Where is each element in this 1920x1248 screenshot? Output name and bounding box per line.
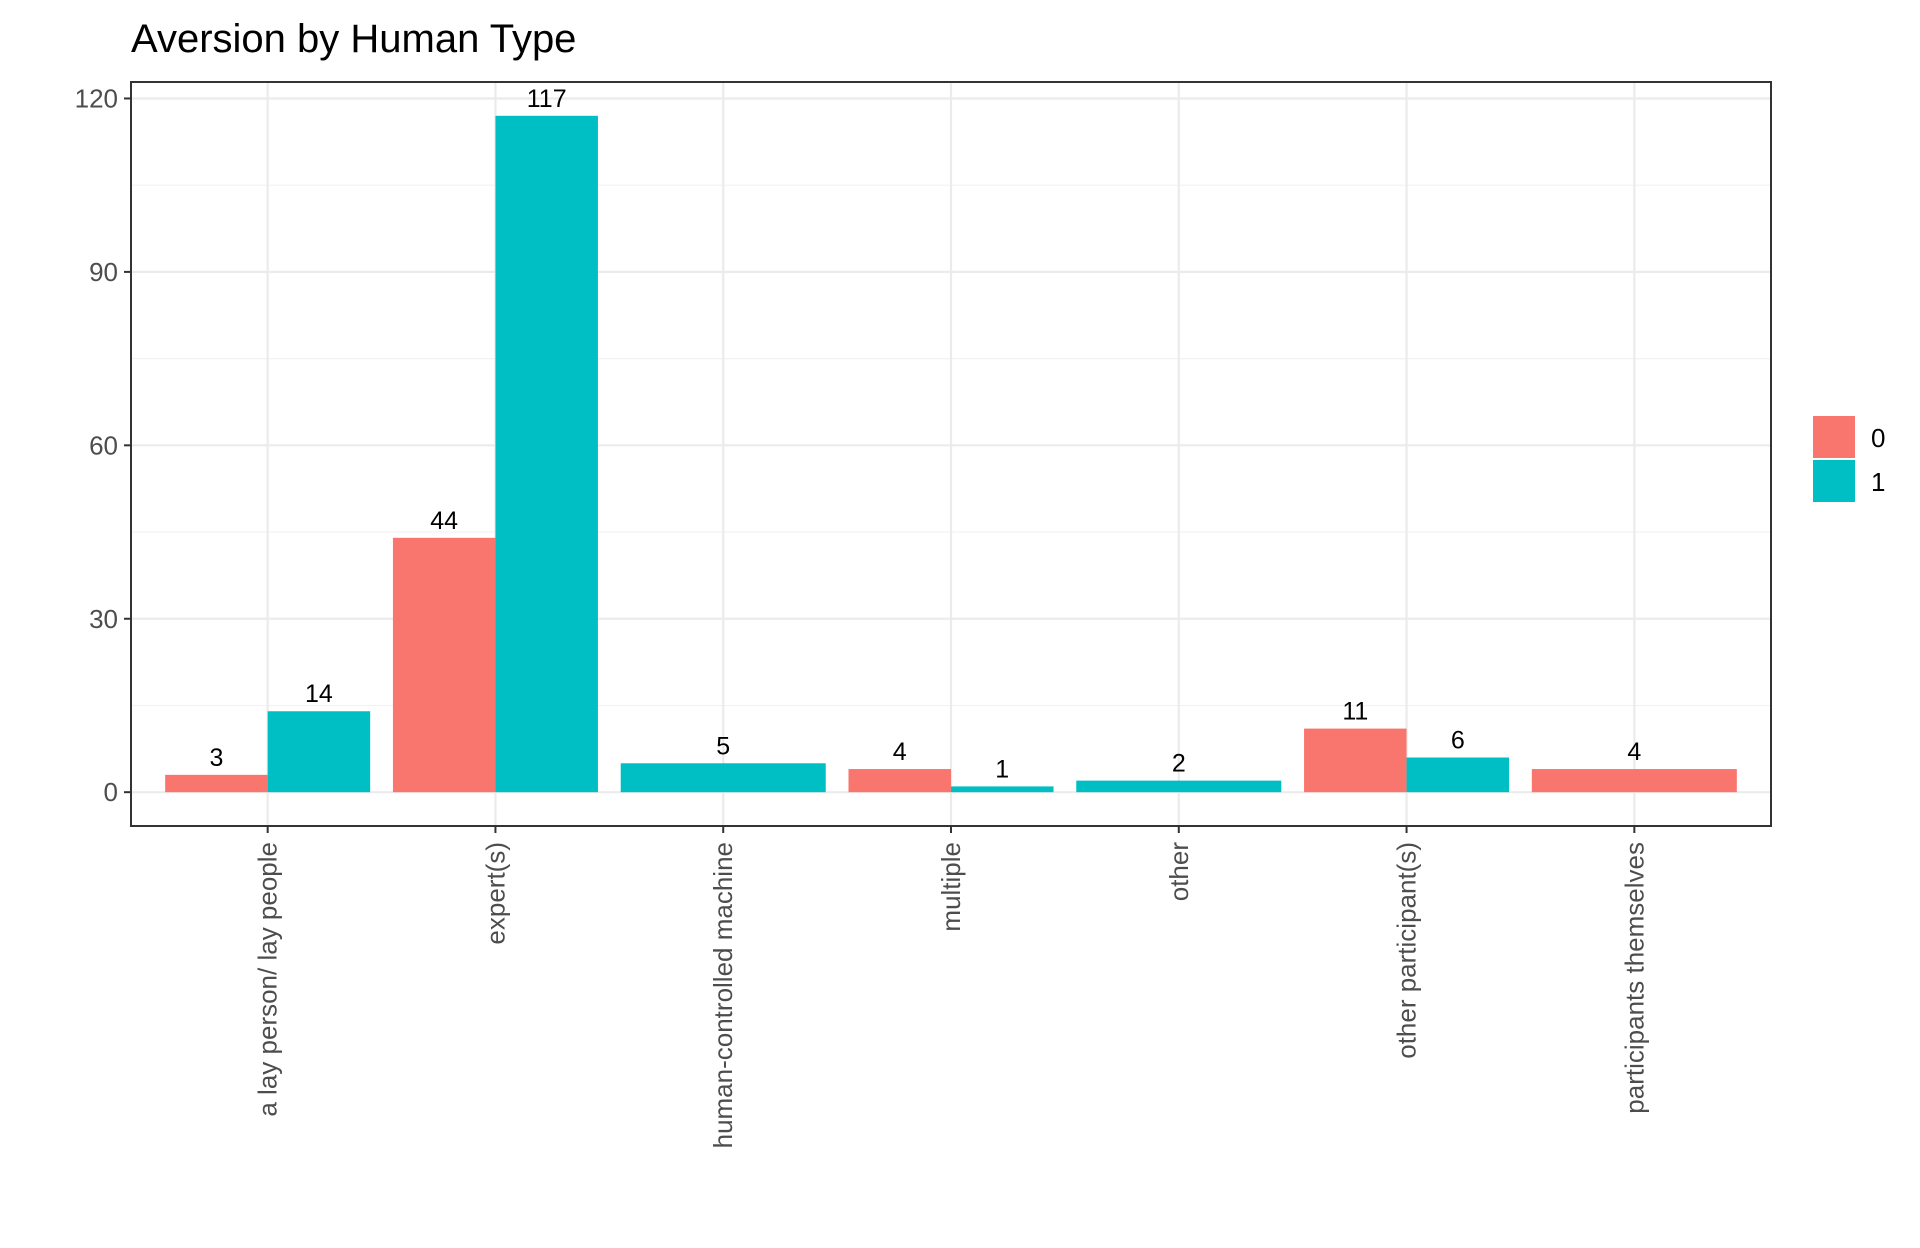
bar-series-0 <box>165 774 268 793</box>
x-tick-label: a lay person/ lay people <box>253 842 283 1117</box>
legend-key-1 <box>1813 460 1855 502</box>
x-tick-label: multiple <box>936 842 966 932</box>
data-label: 6 <box>1451 726 1465 754</box>
bars <box>165 115 1737 793</box>
data-label: 4 <box>1627 738 1641 766</box>
bar-series-1 <box>620 763 826 793</box>
x-tick-label: other participant(s) <box>1392 842 1422 1059</box>
x-tick-label: human-controlled machine <box>708 842 738 1148</box>
y-tick-label: 60 <box>89 430 118 460</box>
data-label: 5 <box>716 732 730 760</box>
bar-series-0 <box>1304 728 1407 793</box>
bar-series-1 <box>951 786 1054 793</box>
data-label: 1 <box>995 755 1009 783</box>
data-label: 2 <box>1172 750 1186 778</box>
x-tick-label: expert(s) <box>480 842 510 945</box>
data-label: 44 <box>430 507 458 535</box>
bar-series-0 <box>1531 769 1737 793</box>
data-labels: 3 14 44 117 5 4 1 2 11 6 4 <box>209 85 1641 784</box>
bar-series-0 <box>392 537 496 793</box>
data-label: 4 <box>893 738 907 766</box>
data-label: 14 <box>305 680 333 708</box>
bar-series-1 <box>267 711 371 793</box>
y-tick-label: 120 <box>75 83 118 113</box>
x-tick-label: other <box>1164 842 1194 902</box>
y-axis: 0 30 60 90 120 <box>75 83 131 807</box>
bar-series-1 <box>495 115 598 793</box>
data-label: 11 <box>1342 698 1368 726</box>
data-label: 3 <box>209 744 223 772</box>
bar-series-1 <box>1406 757 1510 793</box>
legend-label: 1 <box>1871 467 1885 497</box>
data-label: 117 <box>527 85 567 113</box>
x-axis: a lay person/ lay people expert(s) human-c… <box>253 826 1649 1148</box>
legend: 01 <box>1813 416 1885 502</box>
bar-series-1 <box>1076 780 1282 793</box>
x-tick-label: participants themselves <box>1619 842 1649 1114</box>
legend-label: 0 <box>1871 423 1885 453</box>
bar-series-0 <box>848 769 951 793</box>
legend-key-0 <box>1813 416 1855 458</box>
y-tick-label: 0 <box>104 777 118 807</box>
chart-title: Aversion by Human Type <box>131 17 576 61</box>
y-tick-label: 30 <box>89 604 118 634</box>
y-tick-label: 90 <box>89 257 118 287</box>
